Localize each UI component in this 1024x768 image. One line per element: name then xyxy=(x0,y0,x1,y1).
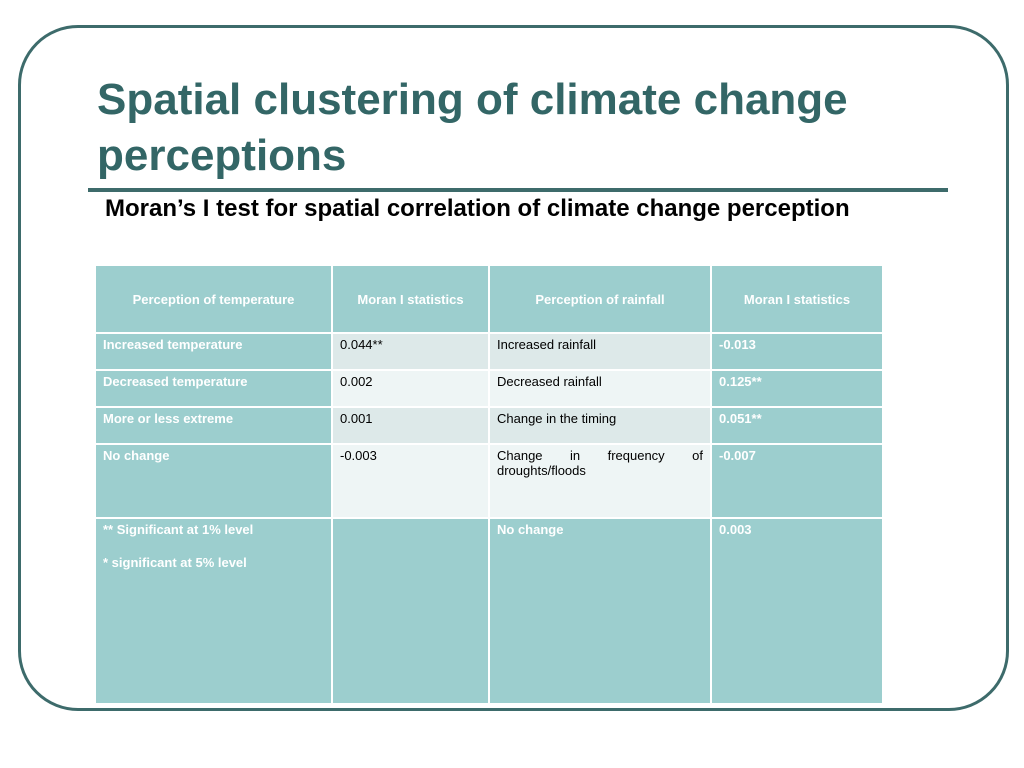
title-rule xyxy=(88,188,948,192)
cell-text: 0.125** xyxy=(719,374,762,389)
column-header: Moran I statistics xyxy=(331,264,490,334)
cell-text: 0.003 xyxy=(719,522,752,537)
cell-text: Change in frequency of droughts/floods xyxy=(497,448,703,478)
table-cell: No change xyxy=(488,517,712,705)
table-cell: 0.003 xyxy=(710,517,884,705)
cell-text: -0.013 xyxy=(719,337,756,352)
column-header: Moran I statistics xyxy=(710,264,884,334)
table-cell: 0.044** xyxy=(331,332,490,371)
table-cell: Change in the timing xyxy=(488,406,712,445)
cell-text: 0.002 xyxy=(340,374,373,389)
slide-frame xyxy=(18,25,1009,711)
cell-text: 0.051** xyxy=(719,411,762,426)
table-row: More or less extreme 0.001 Change in the t… xyxy=(94,406,884,445)
table-cell: 0.002 xyxy=(331,369,490,408)
table-cell: Change in frequency of droughts/floods xyxy=(488,443,712,519)
table-cell: Increased temperature xyxy=(94,332,333,371)
cell-text: No change xyxy=(497,522,564,537)
table-row: Increased temperature 0.044** Increased ra… xyxy=(94,332,884,371)
results-table: Perception of temperature Moran I statist… xyxy=(94,264,884,705)
cell-text: Change in the timing xyxy=(497,411,617,426)
cell-text: Increased temperature xyxy=(103,337,243,352)
cell-text: 0.044** xyxy=(340,337,383,352)
table-cell: -0.007 xyxy=(710,443,884,519)
table-cell: -0.003 xyxy=(331,443,490,519)
cell-text: Increased rainfall xyxy=(497,337,596,352)
table-cell: Increased rainfall xyxy=(488,332,712,371)
cell-text: -0.007 xyxy=(719,448,756,463)
header-row: Perception of temperature Moran I statist… xyxy=(94,264,884,334)
cell-text: No change xyxy=(103,448,170,463)
table-cell xyxy=(331,517,490,705)
table-cell: Decreased rainfall xyxy=(488,369,712,408)
table-row: ** Significant at 1% level * significant … xyxy=(94,517,884,705)
table-cell: Decreased temperature xyxy=(94,369,333,408)
table-cell: More or less extreme xyxy=(94,406,333,445)
column-header: Perception of temperature xyxy=(94,264,333,334)
table-row: Decreased temperature 0.002 Decreased rain… xyxy=(94,369,884,408)
table-cell: No change xyxy=(94,443,333,519)
footnote: * significant at 5% level xyxy=(103,555,247,570)
table-cell: 0.125** xyxy=(710,369,884,408)
table-cell: -0.013 xyxy=(710,332,884,371)
slide-subtitle: Moran’s I test for spatial correlation o… xyxy=(105,195,850,222)
cell-text: Decreased rainfall xyxy=(497,374,602,389)
cell-text: More or less extreme xyxy=(103,411,234,426)
cell-text: 0.001 xyxy=(340,411,373,426)
slide-title: Spatial clustering of climate change per… xyxy=(97,75,848,180)
table-cell: 0.001 xyxy=(331,406,490,445)
column-header: Perception of rainfall xyxy=(488,264,712,334)
table-row: No change -0.003 Change in frequency of dr… xyxy=(94,443,884,519)
table-cell: ** Significant at 1% level * significant … xyxy=(94,517,333,705)
table-cell: 0.051** xyxy=(710,406,884,445)
cell-text: Decreased temperature xyxy=(103,374,248,389)
cell-text: -0.003 xyxy=(340,448,377,463)
footnote: ** Significant at 1% level xyxy=(103,522,254,537)
